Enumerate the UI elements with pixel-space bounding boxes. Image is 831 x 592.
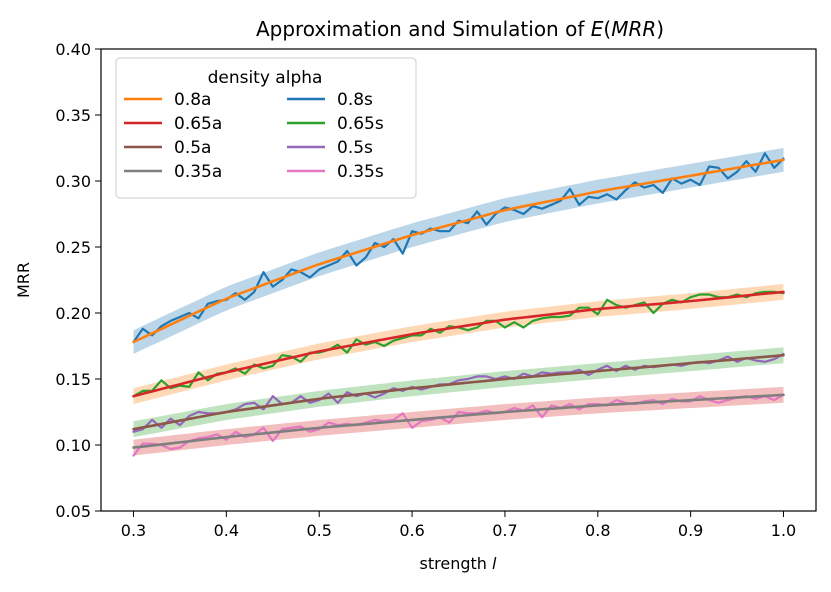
legend-label-0.35a: 0.35a [174,162,222,182]
x-axis: 0.3 0.4 0.5 0.6 0.7 0.8 0.9 1.0 [121,511,796,540]
x-tick-label: 0.3 [121,521,146,540]
legend-label-0.5s: 0.5s [337,138,373,158]
y-tick-label: 0.40 [55,40,91,59]
legend-box [115,57,417,199]
y-tick-label: 0.15 [55,370,91,389]
y-axis: 0.05 0.10 0.15 0.20 0.25 0.30 0.35 0.40 [55,40,101,521]
y-tick-label: 0.30 [55,172,91,191]
x-tick-label: 0.6 [399,521,424,540]
legend-label-0.65s: 0.65s [337,114,384,134]
x-tick-label: 0.7 [492,521,517,540]
x-tick-label: 0.8 [585,521,610,540]
legend-label-0.65a: 0.65a [174,114,222,134]
legend: density alpha 0.8a 0.65a 0.5a 0.35a 0.8s 0.65… [115,57,417,199]
series-line-0.8a [132,158,785,344]
series-lines [132,152,785,457]
chart-title: Approximation and Simulation of E(MRR) [256,17,664,41]
x-tick-label: 1.0 [771,521,796,540]
plot-frame [100,48,817,512]
y-tick-label: 0.35 [55,106,91,125]
x-tick-label: 0.9 [678,521,703,540]
legend-label-0.35s: 0.35s [337,162,384,182]
x-tick-label: 0.5 [306,521,331,540]
x-tick-label: 0.4 [214,521,239,540]
x-axis-label: strength l [420,554,497,573]
y-tick-label: 0.25 [55,238,91,257]
legend-title: density alpha [208,68,323,88]
y-axis-label: MRR [14,262,33,298]
series-line-0.8s [132,152,785,344]
series-line-0.35a [132,393,785,449]
y-tick-label: 0.10 [55,436,91,455]
series-line-0.65a [132,290,785,398]
legend-entries: 0.8a 0.65a 0.5a 0.35a 0.8s 0.65s 0.5s 0.35s [124,90,384,182]
legend-label-0.5a: 0.5a [174,138,211,158]
y-tick-label: 0.05 [55,502,91,521]
band-0.65a [133,284,784,405]
y-tick-label: 0.20 [55,304,91,323]
series-line-0.5a [132,353,785,431]
legend-label-0.8s: 0.8s [337,90,373,110]
legend-label-0.8a: 0.8a [174,90,211,110]
band-0.8a [133,148,784,354]
